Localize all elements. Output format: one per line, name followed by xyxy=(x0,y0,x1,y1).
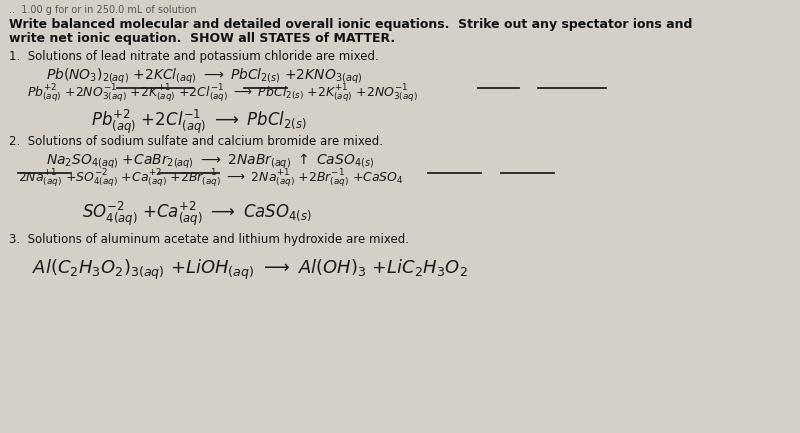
Text: $Pb(NO_3)_{2(aq)}$ $+2KCl_{(aq)}$ $\longrightarrow$ $PbCl_{2(s)}$ $+2KNO_{3(aq)}: $Pb(NO_3)_{2(aq)}$ $+2KCl_{(aq)}$ $\long… xyxy=(46,67,362,86)
Text: 1.  Solutions of lead nitrate and potassium chloride are mixed.: 1. Solutions of lead nitrate and potassi… xyxy=(9,50,379,63)
Text: $Pb^{+2}_{(aq)}$ $+2NO^{-1}_{3(aq)}$ $+2K^{+1}_{(aq)}$ $+2Cl^{-1}_{(aq)}$ $\long: $Pb^{+2}_{(aq)}$ $+2NO^{-1}_{3(aq)}$ $+2… xyxy=(27,83,418,105)
Text: write net ionic equation.  SHOW all STATES of MATTER.: write net ionic equation. SHOW all STATE… xyxy=(9,32,395,45)
Text: Write balanced molecular and detailed overall ionic equations.  Strike out any s: Write balanced molecular and detailed ov… xyxy=(9,18,693,31)
Text: $SO^{-2}_{4(aq)}$ $+Ca^{+2}_{(aq)}$ $\longrightarrow$ $CaSO_{4(s)}$: $SO^{-2}_{4(aq)}$ $+Ca^{+2}_{(aq)}$ $\lo… xyxy=(82,200,312,228)
Text: $2Na^{+1}_{(aq)}$ $+SO^{-2}_{4(aq)}$ $+Ca^{+2}_{(aq)}$ $+2Br^{-1}_{(aq)}$ $\long: $2Na^{+1}_{(aq)}$ $+SO^{-2}_{4(aq)}$ $+C… xyxy=(18,168,404,190)
Text: $Al(C_2H_3O_2)_{3(aq)}$ $+LiOH_{(aq)}$ $\longrightarrow$ $Al(OH)_3$ $+LiC_2H_3O_: $Al(C_2H_3O_2)_{3(aq)}$ $+LiOH_{(aq)}$ $… xyxy=(32,258,468,282)
Text: ..  1.00 g for or in 250.0 mL of solution: .. 1.00 g for or in 250.0 mL of solution xyxy=(9,5,197,15)
Text: $Na_2SO_{4(aq)}$ $+Ca Br_{2(aq)}$ $\longrightarrow$ $2NaBr_{(aq)}$ $\uparrow$ $C: $Na_2SO_{4(aq)}$ $+Ca Br_{2(aq)}$ $\long… xyxy=(46,152,374,171)
Text: $Pb^{+2}_{(aq)}$ $+2Cl^{-1}_{(aq)}$ $\longrightarrow$ $PbCl_{2(s)}$: $Pb^{+2}_{(aq)}$ $+2Cl^{-1}_{(aq)}$ $\lo… xyxy=(91,108,307,136)
Text: 2.  Solutions of sodium sulfate and calcium bromide are mixed.: 2. Solutions of sodium sulfate and calci… xyxy=(9,135,383,148)
Text: 3.  Solutions of aluminum acetate and lithium hydroxide are mixed.: 3. Solutions of aluminum acetate and lit… xyxy=(9,233,409,246)
